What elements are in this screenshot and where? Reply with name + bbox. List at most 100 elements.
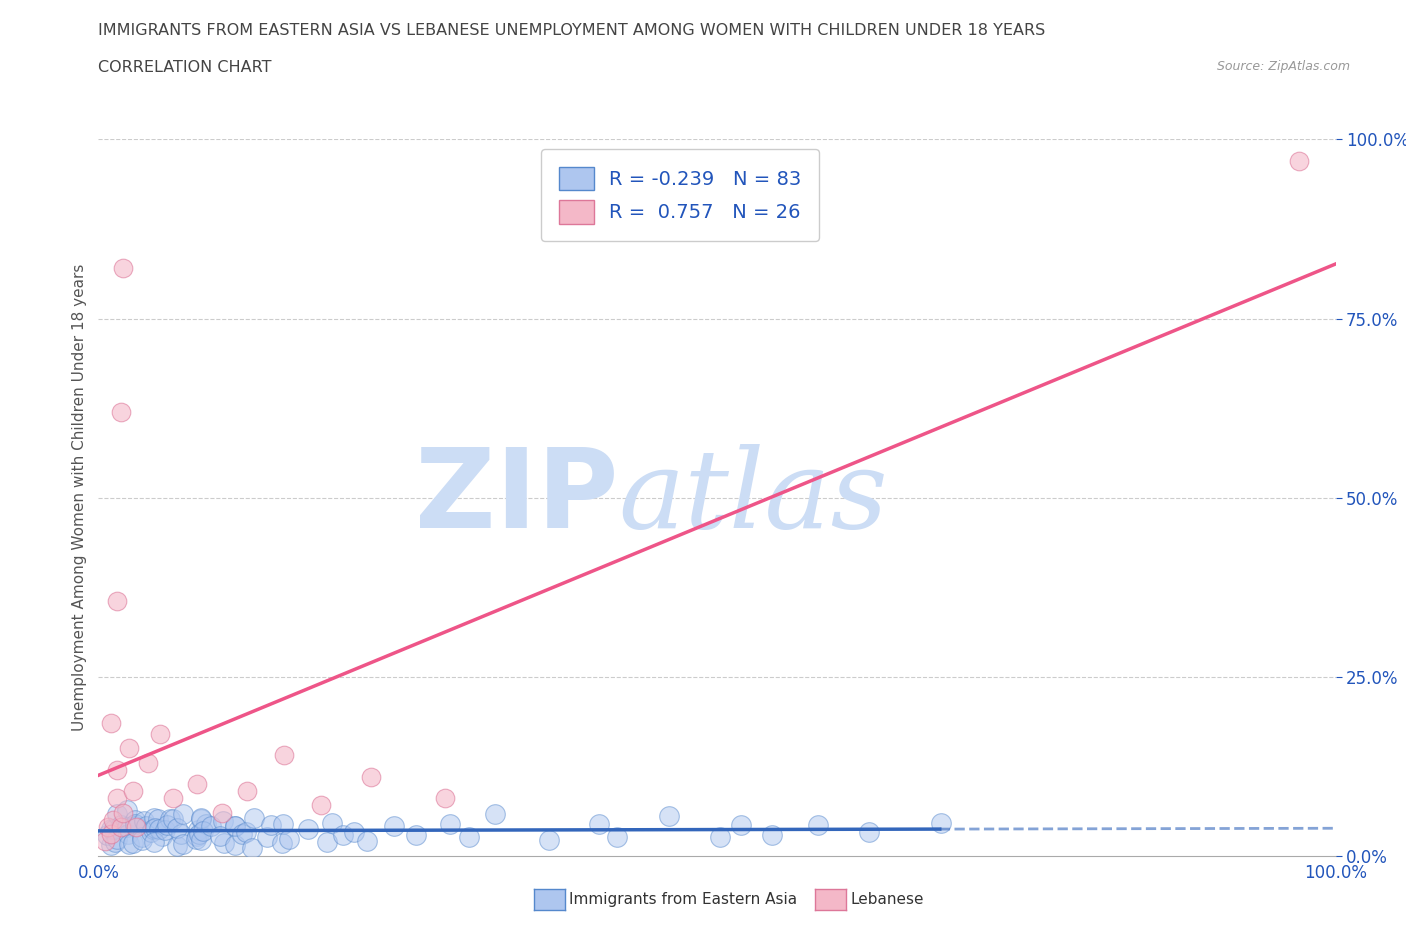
Point — [243, 811, 266, 826]
Point — [439, 817, 461, 832]
Point — [240, 841, 263, 856]
Point — [118, 836, 141, 851]
Point — [214, 836, 236, 851]
Point — [256, 830, 278, 844]
Point — [538, 832, 561, 847]
Point — [761, 827, 783, 842]
Point — [1288, 153, 1310, 168]
Point — [807, 817, 830, 832]
Point — [186, 831, 208, 846]
Point — [121, 835, 143, 850]
Legend: R = -0.239   N = 83, R =  0.757   N = 26: R = -0.239 N = 83, R = 0.757 N = 26 — [541, 149, 818, 242]
Point — [149, 726, 172, 741]
Point — [115, 803, 138, 817]
Point — [321, 816, 343, 830]
Point — [190, 832, 212, 847]
Point — [309, 798, 332, 813]
Point — [166, 838, 188, 853]
Point — [124, 817, 146, 831]
Point — [332, 828, 354, 843]
Point — [188, 827, 211, 842]
Point — [97, 819, 120, 834]
Point — [110, 819, 132, 834]
Y-axis label: Unemployment Among Women with Children Under 18 years: Unemployment Among Women with Children U… — [72, 264, 87, 731]
Point — [433, 790, 456, 805]
Point — [103, 822, 125, 837]
Point — [105, 807, 128, 822]
Point — [709, 830, 731, 844]
Text: ZIP: ZIP — [415, 444, 619, 551]
Point — [172, 806, 194, 821]
Point — [143, 810, 166, 825]
Point — [124, 818, 146, 833]
Point — [105, 594, 128, 609]
Point — [112, 805, 135, 820]
Point — [100, 827, 122, 842]
Point — [382, 818, 405, 833]
Point — [360, 769, 382, 784]
Point — [191, 823, 214, 838]
Point — [231, 827, 253, 842]
Point — [96, 828, 118, 843]
Point — [224, 838, 246, 853]
Text: CORRELATION CHART: CORRELATION CHART — [98, 60, 271, 75]
Point — [457, 830, 479, 844]
Point — [143, 820, 166, 835]
Point — [236, 784, 259, 799]
Point — [159, 811, 181, 826]
Point — [170, 827, 193, 842]
Point — [172, 836, 194, 851]
Point — [273, 748, 295, 763]
Point — [122, 784, 145, 799]
Point — [132, 814, 155, 829]
Point — [100, 837, 122, 852]
Point — [118, 740, 141, 755]
Point — [150, 829, 173, 844]
Point — [124, 813, 146, 828]
Point — [658, 809, 681, 824]
Point — [142, 821, 165, 836]
Point — [297, 821, 319, 836]
Point — [110, 405, 132, 419]
Point — [143, 835, 166, 850]
Point — [271, 817, 294, 831]
Point — [316, 835, 339, 850]
Point — [186, 777, 208, 791]
Point — [124, 819, 146, 834]
Point — [105, 831, 128, 846]
Point — [212, 814, 235, 829]
Point — [115, 819, 138, 834]
Point — [194, 817, 217, 831]
Point — [105, 790, 128, 805]
Point — [131, 830, 153, 844]
Point — [190, 812, 212, 827]
Point — [356, 834, 378, 849]
Point — [730, 818, 752, 833]
Text: atlas: atlas — [619, 444, 887, 551]
Point — [235, 824, 257, 839]
Point — [929, 816, 952, 830]
Point — [131, 832, 153, 847]
Point — [103, 813, 125, 828]
Point — [153, 823, 176, 838]
Point — [100, 821, 122, 836]
Point — [260, 817, 283, 832]
Text: Immigrants from Eastern Asia: Immigrants from Eastern Asia — [569, 892, 797, 907]
Point — [117, 827, 139, 842]
Point — [93, 834, 115, 849]
Point — [343, 825, 366, 840]
Point — [186, 828, 208, 843]
Point — [606, 830, 628, 844]
Text: Source: ZipAtlas.com: Source: ZipAtlas.com — [1216, 60, 1350, 73]
Point — [104, 835, 127, 850]
Point — [484, 806, 506, 821]
Point — [162, 812, 184, 827]
Point — [100, 716, 122, 731]
Point — [112, 261, 135, 276]
Point — [156, 817, 179, 832]
Text: IMMIGRANTS FROM EASTERN ASIA VS LEBANESE UNEMPLOYMENT AMONG WOMEN WITH CHILDREN : IMMIGRANTS FROM EASTERN ASIA VS LEBANESE… — [98, 23, 1046, 38]
Point — [187, 822, 209, 837]
Point — [278, 831, 301, 846]
Point — [190, 811, 212, 826]
Point — [162, 790, 184, 805]
